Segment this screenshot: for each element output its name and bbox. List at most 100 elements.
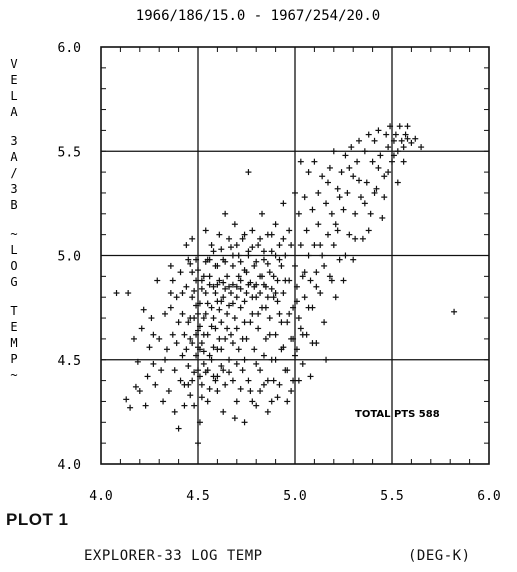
scatter-point: [206, 281, 213, 288]
svg-text:A: A: [10, 105, 18, 119]
x-tick-labels: 4.0 4.5 5.0 5.5 6.0: [89, 489, 500, 504]
scatter-point: [402, 131, 409, 138]
scatter-point: [257, 367, 264, 374]
scatter-point: [241, 231, 248, 238]
scatter-point: [324, 179, 331, 186]
scatter-point: [309, 206, 316, 213]
x-tick-label: 4.5: [186, 489, 209, 504]
scatter-point: [204, 256, 211, 263]
scatter-point: [390, 137, 397, 144]
scatter-point: [193, 352, 200, 359]
scatter-point: [196, 419, 203, 426]
scatter-point: [235, 273, 242, 280]
scatter-point: [303, 227, 310, 234]
scatter-point: [367, 210, 374, 217]
scatter-point: [247, 319, 254, 326]
scatter-point: [373, 185, 380, 192]
scatter-point: [233, 283, 240, 290]
x-axis-label: EXPLORER-33 LOG TEMP: [84, 548, 263, 564]
svg-text:~: ~: [10, 227, 17, 241]
scatter-point: [226, 356, 233, 363]
scatter-point: [243, 290, 250, 297]
x-tick-label: 6.0: [477, 489, 500, 504]
scatter-point: [332, 294, 339, 301]
scatter-point: [162, 310, 169, 317]
scatter-point: [278, 319, 285, 326]
scatter-point: [280, 235, 287, 242]
scatter-point: [226, 369, 233, 376]
scatter-point: [295, 377, 302, 384]
scatter-point: [330, 242, 337, 249]
scatter-point: [260, 256, 267, 263]
scatter-point: [227, 290, 234, 297]
scatter-point: [189, 269, 196, 276]
scatter-point: [297, 325, 304, 332]
scatter-point: [408, 139, 415, 146]
scatter-point: [218, 363, 225, 370]
scatter-point: [255, 242, 262, 249]
svg-text:3: 3: [10, 134, 17, 148]
scatter-point: [338, 169, 345, 176]
y-tick-labels: 4.0 4.5 5.0 5.5 6.0: [58, 41, 81, 473]
scatter-point: [249, 227, 256, 234]
scatter-point: [183, 346, 190, 353]
scatter-point: [156, 335, 163, 342]
scatter-point: [212, 290, 219, 297]
scatter-point: [233, 360, 240, 367]
scatter-point: [418, 144, 425, 151]
scatter-point: [193, 256, 200, 263]
scatter-point: [171, 367, 178, 374]
scatter-point: [352, 235, 359, 242]
scatter-point: [198, 277, 205, 284]
scatter-point: [392, 131, 399, 138]
svg-text:O: O: [10, 259, 17, 273]
scatter-point: [400, 144, 407, 151]
scatter-point: [344, 189, 351, 196]
scatter-point: [210, 283, 217, 290]
scatter-point: [323, 200, 330, 207]
scatter-point: [361, 200, 368, 207]
scatter-point: [187, 315, 194, 322]
scatter-point: [350, 173, 357, 180]
scatter-point: [179, 290, 186, 297]
scatter-point: [352, 210, 359, 217]
scatter-point: [305, 169, 312, 176]
scatter-point: [175, 425, 182, 432]
scatter-point: [241, 298, 248, 305]
scatter-point: [216, 306, 223, 313]
scatter-point: [394, 148, 401, 155]
scatter-point: [167, 304, 174, 311]
scatter-point: [299, 360, 306, 367]
scatter-point: [332, 221, 339, 228]
scatter-point: [270, 294, 277, 301]
scatter-point: [280, 290, 287, 297]
scatter-point: [196, 323, 203, 330]
scatter-point: [187, 335, 194, 342]
scatter-point: [200, 273, 207, 280]
scatter-point: [305, 304, 312, 311]
scatter-point: [276, 381, 283, 388]
scatter-point: [214, 281, 221, 288]
scatter-point: [241, 419, 248, 426]
scatter-point: [301, 269, 308, 276]
scatter-point: [185, 256, 192, 263]
scatter-point: [191, 287, 198, 294]
scatter-point: [173, 340, 180, 347]
plot-label: PLOT 1: [6, 510, 69, 529]
scatter-point: [379, 214, 386, 221]
svg-text:A: A: [10, 150, 18, 164]
scatter-point: [160, 398, 167, 405]
svg-text:T: T: [10, 304, 17, 318]
scatter-point: [196, 373, 203, 380]
scatter-point: [245, 169, 252, 176]
y-tick-label: 6.0: [58, 41, 81, 56]
scatter-point: [290, 377, 297, 384]
scatter-point: [200, 348, 207, 355]
scatter-point: [239, 367, 246, 374]
scatter-point: [237, 277, 244, 284]
scatter-point: [136, 388, 143, 395]
scatter-point: [214, 373, 221, 380]
scatter-point: [233, 325, 240, 332]
scatter-point: [315, 189, 322, 196]
scatter-point: [204, 398, 211, 405]
